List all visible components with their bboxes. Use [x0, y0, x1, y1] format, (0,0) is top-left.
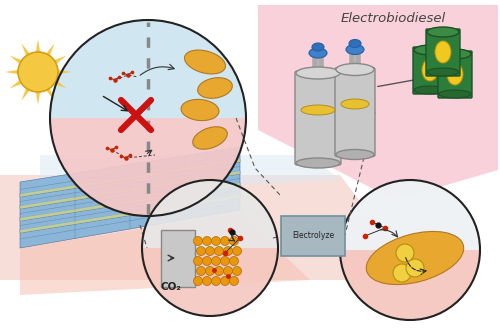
Polygon shape — [142, 180, 278, 248]
Polygon shape — [0, 175, 420, 280]
Polygon shape — [46, 43, 54, 56]
FancyBboxPatch shape — [438, 51, 472, 98]
Polygon shape — [258, 5, 498, 200]
Polygon shape — [10, 56, 22, 64]
Text: CO₂: CO₂ — [160, 282, 181, 292]
Ellipse shape — [414, 45, 446, 55]
Ellipse shape — [181, 99, 219, 120]
Ellipse shape — [427, 68, 459, 76]
FancyBboxPatch shape — [335, 68, 375, 157]
Polygon shape — [54, 80, 66, 88]
Ellipse shape — [296, 67, 340, 79]
Circle shape — [214, 247, 224, 256]
Circle shape — [406, 259, 424, 277]
Circle shape — [396, 244, 414, 262]
Circle shape — [230, 276, 238, 286]
Ellipse shape — [312, 43, 324, 51]
Polygon shape — [20, 159, 240, 209]
Polygon shape — [20, 147, 240, 197]
Circle shape — [206, 266, 214, 275]
Polygon shape — [20, 195, 240, 248]
Circle shape — [212, 276, 220, 286]
Circle shape — [196, 247, 205, 256]
Polygon shape — [10, 80, 22, 88]
Circle shape — [194, 257, 202, 265]
Ellipse shape — [198, 78, 232, 98]
Circle shape — [214, 266, 224, 275]
Polygon shape — [20, 183, 240, 233]
Circle shape — [220, 257, 230, 265]
Polygon shape — [22, 88, 30, 101]
FancyBboxPatch shape — [161, 230, 195, 287]
FancyBboxPatch shape — [295, 71, 341, 165]
Circle shape — [220, 237, 230, 246]
Circle shape — [232, 247, 241, 256]
Ellipse shape — [366, 231, 464, 285]
Circle shape — [230, 257, 238, 265]
Ellipse shape — [422, 59, 438, 81]
Circle shape — [206, 247, 214, 256]
Circle shape — [393, 264, 411, 282]
Polygon shape — [20, 171, 240, 209]
Circle shape — [224, 266, 232, 275]
Ellipse shape — [447, 63, 463, 85]
Polygon shape — [340, 180, 480, 250]
Circle shape — [232, 266, 241, 275]
Ellipse shape — [184, 50, 226, 74]
Circle shape — [230, 237, 238, 246]
Circle shape — [194, 276, 202, 286]
Ellipse shape — [435, 41, 451, 63]
Ellipse shape — [414, 86, 446, 94]
Circle shape — [202, 237, 211, 246]
Polygon shape — [36, 92, 40, 105]
Polygon shape — [36, 39, 40, 52]
Polygon shape — [20, 171, 240, 221]
Circle shape — [224, 247, 232, 256]
Ellipse shape — [192, 127, 228, 149]
Text: Electrobiodiesel: Electrobiodiesel — [340, 12, 446, 25]
Polygon shape — [40, 155, 340, 195]
Polygon shape — [20, 159, 240, 197]
Polygon shape — [50, 118, 246, 216]
Polygon shape — [20, 213, 310, 295]
Ellipse shape — [336, 150, 374, 160]
Text: Electrolyze: Electrolyze — [292, 231, 334, 241]
Polygon shape — [50, 20, 246, 118]
Circle shape — [196, 266, 205, 275]
Polygon shape — [340, 250, 480, 320]
Polygon shape — [20, 183, 240, 221]
Polygon shape — [142, 248, 278, 316]
Polygon shape — [22, 43, 30, 56]
Ellipse shape — [301, 105, 335, 115]
Ellipse shape — [336, 64, 374, 75]
Polygon shape — [20, 195, 240, 233]
Polygon shape — [54, 56, 66, 64]
Ellipse shape — [296, 158, 340, 168]
Polygon shape — [58, 70, 71, 74]
Polygon shape — [46, 88, 54, 101]
Circle shape — [212, 257, 220, 265]
Ellipse shape — [346, 44, 364, 55]
Circle shape — [194, 237, 202, 246]
FancyBboxPatch shape — [281, 216, 345, 256]
Ellipse shape — [439, 49, 471, 59]
FancyBboxPatch shape — [426, 29, 460, 76]
Circle shape — [202, 257, 211, 265]
Ellipse shape — [309, 48, 327, 58]
Polygon shape — [5, 70, 18, 74]
Circle shape — [202, 276, 211, 286]
Circle shape — [18, 52, 58, 92]
Circle shape — [220, 276, 230, 286]
FancyBboxPatch shape — [413, 47, 447, 94]
Circle shape — [212, 237, 220, 246]
Ellipse shape — [349, 39, 361, 48]
Ellipse shape — [341, 99, 369, 109]
Ellipse shape — [427, 27, 459, 37]
Ellipse shape — [439, 90, 471, 98]
